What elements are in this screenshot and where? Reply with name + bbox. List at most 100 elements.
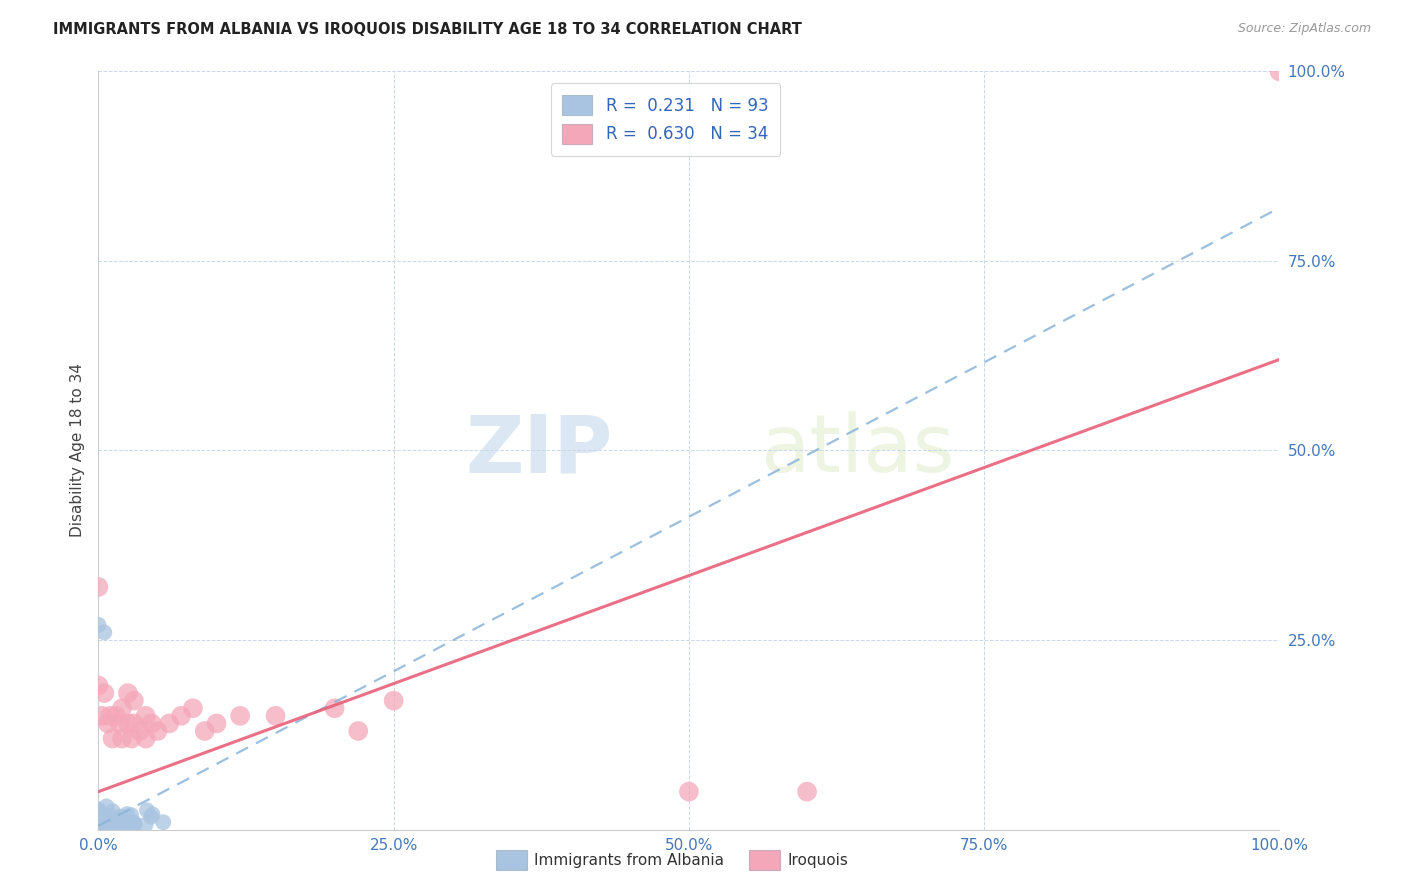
Point xyxy=(117,716,139,731)
Point xyxy=(87,820,110,834)
Point xyxy=(205,716,228,731)
Point xyxy=(94,821,117,835)
Point xyxy=(87,811,110,825)
Point xyxy=(108,716,131,731)
Point xyxy=(135,708,157,723)
Point xyxy=(323,701,346,715)
Text: IMMIGRANTS FROM ALBANIA VS IROQUOIS DISABILITY AGE 18 TO 34 CORRELATION CHART: IMMIGRANTS FROM ALBANIA VS IROQUOIS DISA… xyxy=(53,22,803,37)
Point xyxy=(93,814,115,828)
Point xyxy=(87,821,110,835)
Point xyxy=(87,822,110,836)
Point xyxy=(101,731,124,746)
Point xyxy=(111,701,134,715)
Point xyxy=(117,686,139,700)
Point xyxy=(121,731,143,746)
Point xyxy=(87,813,110,827)
Text: ZIP: ZIP xyxy=(465,411,612,490)
Point xyxy=(87,822,110,837)
Point xyxy=(87,814,110,829)
Point xyxy=(87,809,110,823)
Point xyxy=(87,819,110,833)
Point xyxy=(105,708,128,723)
Point xyxy=(112,820,135,834)
Point xyxy=(91,812,114,826)
Point xyxy=(87,820,110,834)
Point xyxy=(152,815,174,830)
Point xyxy=(122,694,145,708)
Point xyxy=(87,815,110,830)
Point xyxy=(97,716,120,731)
Text: atlas: atlas xyxy=(759,411,955,490)
Point xyxy=(90,816,112,830)
Point xyxy=(135,731,157,746)
Point xyxy=(87,814,110,828)
Point xyxy=(87,818,110,832)
Point xyxy=(157,716,180,731)
Legend: R =  0.231   N = 93, R =  0.630   N = 34: R = 0.231 N = 93, R = 0.630 N = 34 xyxy=(551,84,780,156)
Point xyxy=(121,814,143,829)
Point xyxy=(93,686,115,700)
Point xyxy=(93,822,115,836)
Point xyxy=(87,811,110,825)
Point xyxy=(87,819,110,833)
Point xyxy=(382,694,405,708)
Point xyxy=(124,817,146,831)
Point xyxy=(87,580,110,594)
Point xyxy=(105,814,128,829)
Point xyxy=(128,724,150,739)
Point xyxy=(87,819,110,833)
Point xyxy=(87,820,110,834)
Point xyxy=(87,802,110,816)
Point xyxy=(87,678,110,692)
Point xyxy=(98,821,121,835)
Point xyxy=(91,813,114,827)
Point xyxy=(146,724,169,739)
Point xyxy=(229,708,252,723)
Point xyxy=(117,818,139,832)
Point xyxy=(87,817,110,831)
Point xyxy=(139,810,162,824)
Point xyxy=(87,819,110,833)
Point xyxy=(100,809,122,823)
Point xyxy=(122,815,145,830)
Text: Immigrants from Albania: Immigrants from Albania xyxy=(534,854,724,868)
Point xyxy=(90,821,112,835)
Point xyxy=(87,822,110,836)
Point xyxy=(1268,64,1291,78)
Point xyxy=(104,821,127,835)
Point xyxy=(94,816,117,830)
Point xyxy=(141,807,163,822)
Point xyxy=(87,819,110,833)
Point xyxy=(93,822,115,836)
Point xyxy=(87,822,110,836)
Point xyxy=(117,807,139,822)
Point xyxy=(136,803,159,817)
Point xyxy=(98,708,121,723)
Point xyxy=(90,820,112,834)
Point xyxy=(122,818,145,832)
Point xyxy=(94,816,117,830)
Point xyxy=(678,785,700,799)
Point xyxy=(264,708,287,723)
Point xyxy=(87,805,110,819)
Point xyxy=(796,785,818,799)
Point xyxy=(87,818,110,832)
Point xyxy=(110,813,132,827)
Point xyxy=(194,724,217,739)
Point xyxy=(90,817,112,831)
Point xyxy=(181,701,204,715)
Point xyxy=(94,812,117,826)
Point xyxy=(347,724,370,739)
Point xyxy=(91,821,114,835)
Point xyxy=(94,815,117,830)
Point xyxy=(87,820,110,834)
Point xyxy=(101,816,124,830)
Point xyxy=(115,820,138,834)
Point xyxy=(89,814,111,829)
Point xyxy=(87,815,110,830)
Point xyxy=(103,818,125,832)
Point xyxy=(96,818,118,832)
Text: Source: ZipAtlas.com: Source: ZipAtlas.com xyxy=(1237,22,1371,36)
Point xyxy=(87,617,110,632)
Point xyxy=(93,821,115,835)
